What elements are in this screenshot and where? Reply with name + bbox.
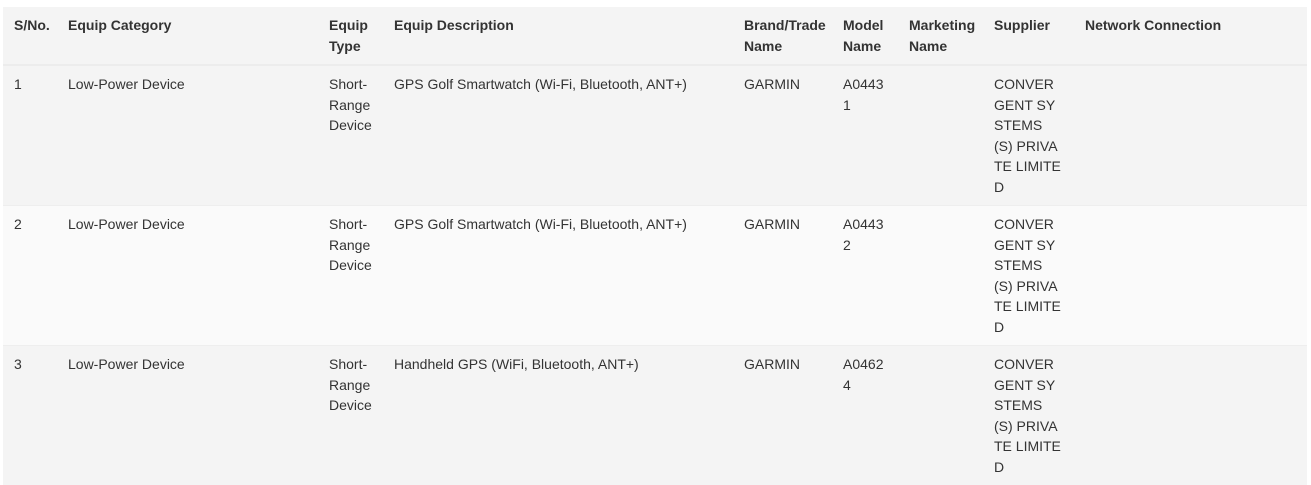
cell-model-name: A04432 [832,206,898,346]
cell-marketing-name [898,65,983,206]
cell-network-connection [1074,206,1307,346]
header-network-connection: Network Connection [1074,7,1307,65]
cell-model-name: A04624 [832,346,898,485]
header-sno: S/No. [3,7,57,65]
cell-sno: 3 [3,346,57,485]
cell-equip-type: Short-Range Device [318,65,383,206]
cell-brand-trade-name: GARMIN [733,346,832,485]
cell-supplier: CONVERGENT SYSTEMS (S) PRIVATE LIMITED [983,346,1074,485]
cell-equip-category: Low-Power Device [57,65,318,206]
header-equip-category: Equip Category [57,7,318,65]
header-equip-description: Equip Description [383,7,733,65]
cell-supplier: CONVERGENT SYSTEMS (S) PRIVATE LIMITED [983,206,1074,346]
cell-network-connection [1074,346,1307,485]
cell-marketing-name [898,206,983,346]
cell-marketing-name [898,346,983,485]
cell-supplier: CONVERGENT SYSTEMS (S) PRIVATE LIMITED [983,65,1074,206]
cell-brand-trade-name: GARMIN [733,206,832,346]
cell-brand-trade-name: GARMIN [733,65,832,206]
cell-equip-description: GPS Golf Smartwatch (Wi-Fi, Bluetooth, A… [383,65,733,206]
header-supplier: Supplier [983,7,1074,65]
cell-equip-description: Handheld GPS (WiFi, Bluetooth, ANT+) [383,346,733,485]
header-equip-type: Equip Type [318,7,383,65]
equipment-table: S/No. Equip Category Equip Type Equip De… [3,7,1307,485]
cell-sno: 2 [3,206,57,346]
header-brand-trade-name: Brand/Trade Name [733,7,832,65]
header-marketing-name: Marketing Name [898,7,983,65]
cell-equip-type: Short-Range Device [318,346,383,485]
header-model-name: Model Name [832,7,898,65]
cell-equip-category: Low-Power Device [57,346,318,485]
cell-equip-category: Low-Power Device [57,206,318,346]
cell-model-name: A04431 [832,65,898,206]
cell-equip-description: GPS Golf Smartwatch (Wi-Fi, Bluetooth, A… [383,206,733,346]
cell-sno: 1 [3,65,57,206]
header-row: S/No. Equip Category Equip Type Equip De… [3,7,1307,65]
cell-equip-type: Short-Range Device [318,206,383,346]
cell-network-connection [1074,65,1307,206]
